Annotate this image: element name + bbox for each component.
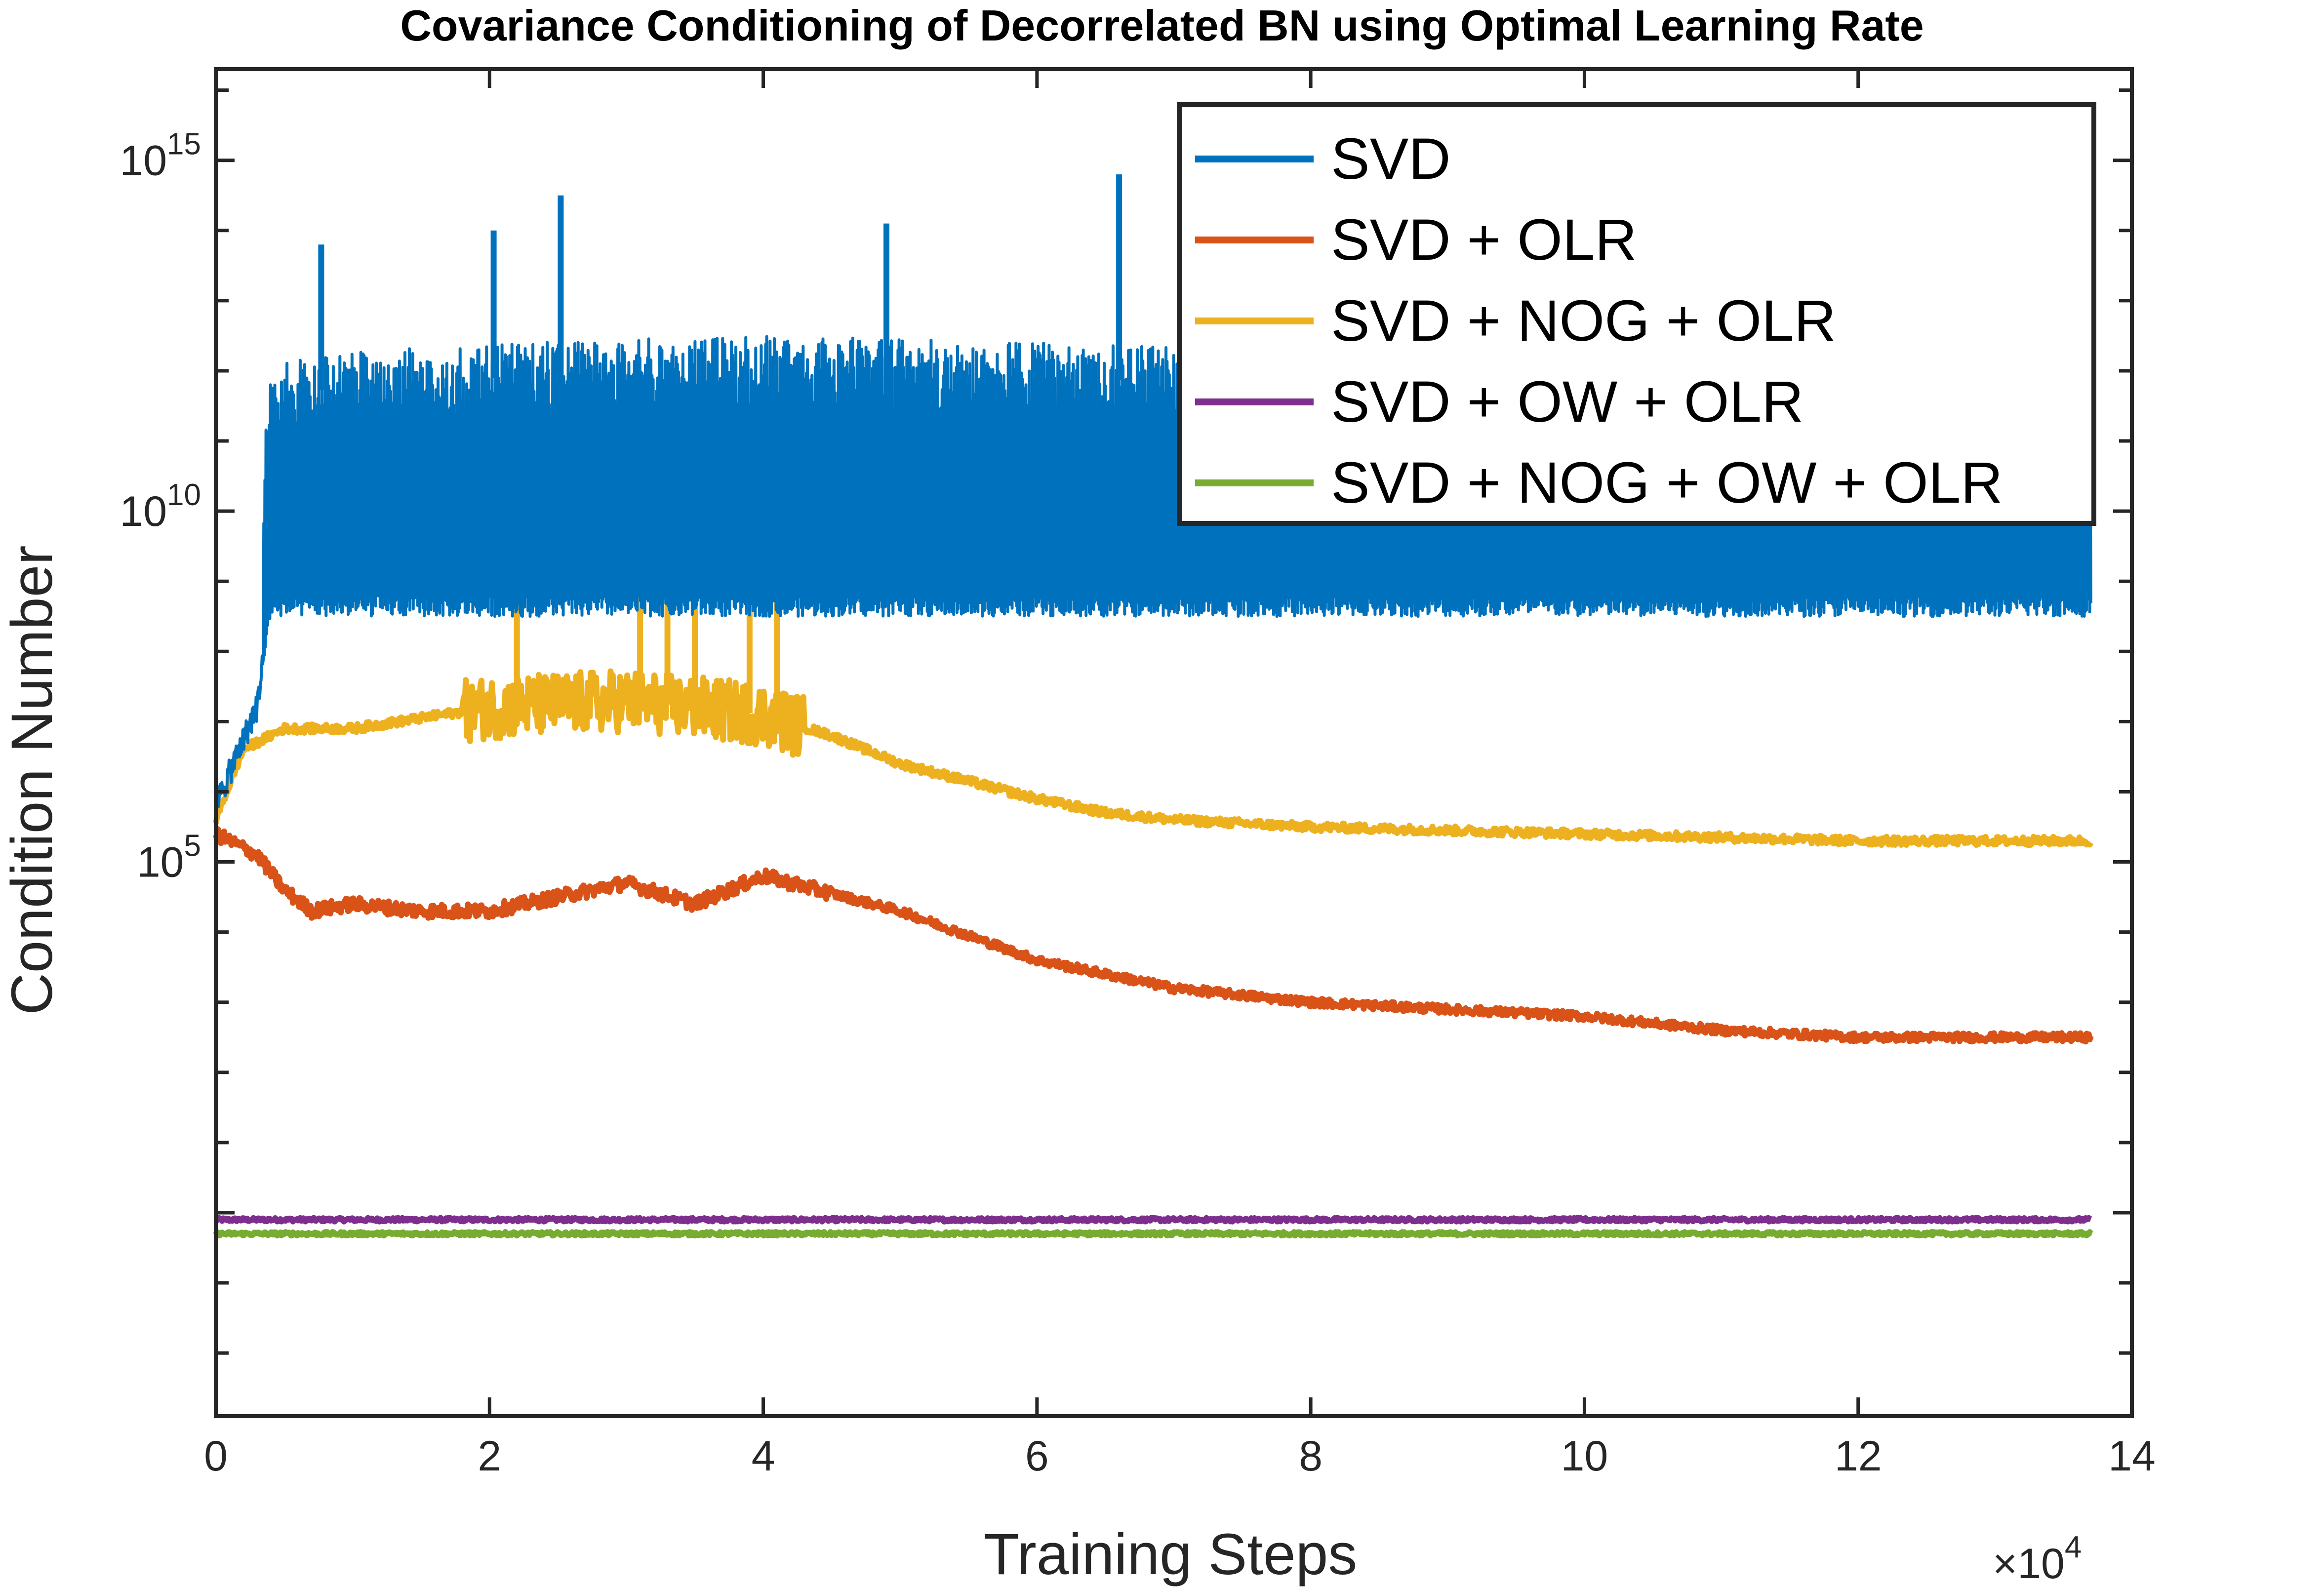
series-svd-ow-olr-line — [213, 1215, 2093, 1225]
x-tick-label: 2 — [478, 1432, 501, 1480]
x-tick-label: 14 — [2108, 1432, 2156, 1480]
x-tick-label: 6 — [1025, 1432, 1049, 1480]
y-axis-label: Condition Number — [0, 545, 65, 1015]
series-svd-nog-ow-olr — [213, 1229, 2093, 1239]
legend-entry-svd-label: SVD — [1331, 126, 1451, 192]
legend: SVD SVD + OLR SVD + NOG + OLR SVD + OW + OL… — [1177, 102, 2096, 526]
y-tick-label: 1015 — [120, 127, 201, 185]
x-multiplier-label: ×104 — [1993, 1530, 2082, 1588]
series-svd-nog-olr-line — [213, 668, 2094, 848]
legend-entry-svd-ow-olr-label: SVD + OW + OLR — [1331, 369, 1803, 435]
axes-layer: 0 2 4 6 8 10 12 14 105 1010 1015 — [120, 67, 2156, 1480]
x-tick-label: 10 — [1561, 1432, 1608, 1480]
legend-entry-svd-nog-ow-olr-label: SVD + NOG + OW + OLR — [1331, 450, 2003, 516]
x-tick-label: 8 — [1299, 1432, 1322, 1480]
legend-entry-svd-ow-olr: SVD + OW + OLR — [1195, 369, 1803, 435]
series-svd-ow-olr — [213, 1215, 2093, 1225]
plot-frame — [214, 67, 2134, 1418]
x-tick-label: 4 — [752, 1432, 775, 1480]
x-axis-label: Training Steps — [984, 1522, 1357, 1587]
legend-entry-svd: SVD — [1195, 126, 1451, 192]
series-svd-nog-ow-olr-line — [213, 1229, 2093, 1239]
y-tick-label: 1010 — [120, 478, 201, 535]
legend-entry-svd-nog-olr-label: SVD + NOG + OLR — [1331, 288, 1836, 354]
x-tick-label: 12 — [1835, 1432, 1882, 1480]
legend-entry-svd-nog-ow-olr: SVD + NOG + OW + OLR — [1195, 450, 2003, 516]
series-layer — [213, 174, 2094, 1239]
series-svd-olr — [213, 826, 2094, 1045]
x-tick-label: 0 — [204, 1432, 228, 1480]
y-tick-label: 105 — [137, 829, 201, 886]
legend-entry-svd-olr: SVD + OLR — [1195, 207, 1637, 273]
chart-title: Covariance Conditioning of Decorrelated … — [400, 1, 1923, 50]
legend-entry-svd-olr-label: SVD + OLR — [1331, 207, 1637, 273]
legend-entry-svd-nog-olr: SVD + NOG + OLR — [1195, 288, 1836, 354]
series-svd-olr-line — [213, 826, 2094, 1045]
legend-box — [1177, 102, 2096, 526]
